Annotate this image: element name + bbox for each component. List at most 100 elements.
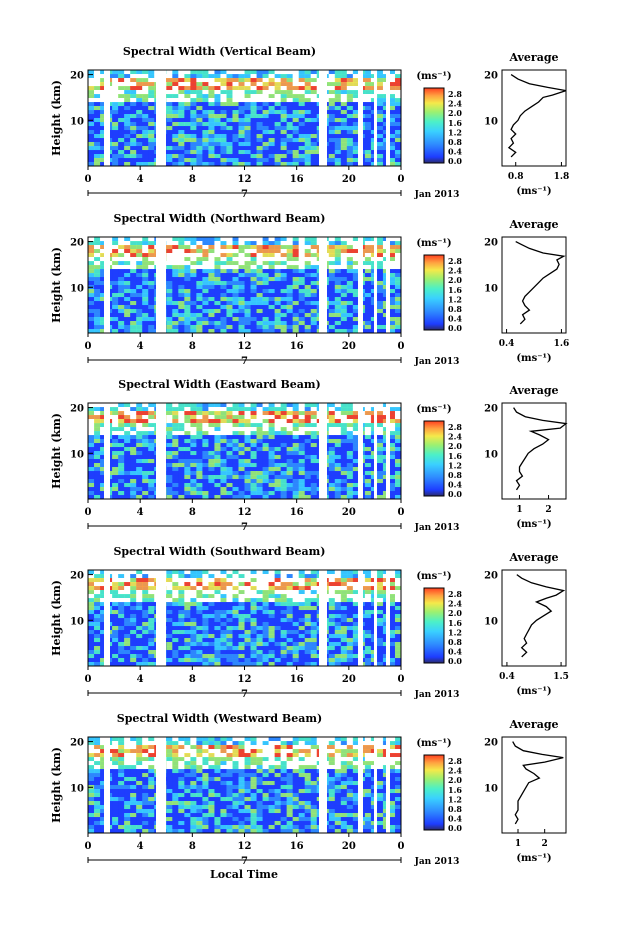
height-tick-label: 10: [70, 116, 84, 127]
average-title: Average: [508, 384, 558, 397]
average-profile-line: [515, 241, 566, 325]
average-x-label: (ms⁻¹): [516, 353, 551, 364]
colorbar-tick-label: 0.0: [448, 489, 462, 499]
time-tick-label: 8: [189, 674, 196, 685]
time-tick-label: 8: [189, 507, 196, 518]
date-label: Jan 2013: [414, 690, 460, 700]
colorbar-tick-label: 1.6: [448, 451, 462, 461]
colorbar-tick-label: 2.4: [448, 432, 462, 442]
time-tick-label: 0: [85, 674, 92, 685]
average-profile-line: [512, 741, 564, 825]
average-height-tick: 10: [484, 783, 498, 794]
height-axis-label: Height (km): [50, 80, 63, 156]
time-tick-label: 12: [238, 674, 252, 685]
date-label: Jan 2013: [414, 857, 460, 867]
average-x-tick: 0.8: [508, 172, 524, 182]
colorbar-tick-label: 1.6: [448, 618, 462, 628]
day-marker: 7: [241, 522, 248, 533]
colorbar-tick-label: 0.0: [448, 656, 462, 666]
average-height-tick: 20: [484, 404, 498, 415]
colorbar-tick-label: 1.6: [448, 785, 462, 795]
average-x-label: (ms⁻¹): [516, 186, 551, 197]
time-tick-label: 20: [342, 341, 356, 352]
height-tick-label: 20: [70, 238, 84, 249]
colorbar-tick-label: 2.0: [448, 775, 462, 785]
heatmap: [88, 70, 402, 167]
height-axis-label: Height (km): [50, 247, 63, 323]
colorbar-tick-label: 0.8: [448, 470, 462, 480]
heatmap: [88, 570, 402, 667]
average-x-tick: 0.4: [499, 339, 515, 349]
height-tick-label: 10: [70, 616, 84, 627]
colorbar-tick-label: 0.8: [448, 304, 462, 314]
colorbar-tick-label: 2.8: [448, 589, 462, 599]
average-x-tick: 1: [515, 839, 521, 849]
panel-5: Spectral Width (Westward Beam)2010Height…: [50, 712, 567, 867]
height-tick-label: 10: [70, 449, 84, 460]
colorbar-tick-label: 0.8: [448, 804, 462, 814]
day-marker: 7: [241, 856, 248, 867]
time-tick-label: 0: [398, 341, 405, 352]
panel-4: Spectral Width (Southward Beam) 20 10 Heigh…: [50, 545, 569, 700]
colorbar-tick-label: 0.4: [448, 814, 462, 824]
colorbar-tick-label: 0.4: [448, 147, 462, 157]
date-label: Jan 2013: [414, 523, 460, 533]
average-x-tick: 1.8: [554, 172, 570, 182]
time-tick-label: 20: [342, 674, 356, 685]
time-tick-label: 20: [342, 507, 356, 518]
average-profile-line: [513, 407, 568, 491]
colorbar: [423, 420, 445, 497]
time-tick-label: 0: [85, 341, 92, 352]
average-height-tick: 20: [484, 571, 498, 582]
colorbar-tick-label: 0.8: [448, 137, 462, 147]
panel-title: Spectral Width (Northward Beam): [114, 212, 326, 225]
time-tick-label: 4: [137, 841, 144, 852]
colorbar-tick-label: 1.6: [448, 285, 462, 295]
colorbar-tick-label: 0.8: [448, 637, 462, 647]
average-height-tick: 10: [484, 616, 498, 627]
colorbar-unit: (ms⁻¹): [416, 738, 451, 749]
colorbar-tick-label: 0.0: [448, 156, 462, 166]
colorbar-tick-label: 0.0: [448, 823, 462, 833]
average-height-tick: 10: [484, 116, 498, 127]
time-tick-label: 8: [189, 841, 196, 852]
heatmap: [88, 737, 402, 834]
time-tick-label: 0: [398, 841, 405, 852]
colorbar-tick-label: 1.2: [448, 460, 462, 470]
colorbar: [423, 587, 445, 664]
time-tick-label: 16: [290, 341, 304, 352]
colorbar-unit: (ms⁻¹): [416, 404, 451, 415]
time-tick-label: 16: [290, 841, 304, 852]
time-tick-label: 0: [85, 174, 92, 185]
heatmap: [88, 237, 402, 334]
panel-3: Spectral Width (Eastward Beam)2010Height…: [50, 378, 568, 533]
average-height-tick: 20: [484, 238, 498, 249]
average-x-tick: 2: [542, 839, 548, 849]
colorbar-tick-label: 1.2: [448, 627, 462, 637]
time-tick-label: 4: [137, 174, 144, 185]
colorbar-tick-label: 2.4: [448, 266, 462, 276]
day-marker: 7: [241, 189, 248, 200]
time-tick-label: 8: [189, 174, 196, 185]
height-tick-label: 10: [70, 783, 84, 794]
time-tick-label: 4: [137, 507, 144, 518]
height-axis-label: Height (km): [50, 747, 63, 823]
time-tick-label: 4: [137, 341, 144, 352]
time-tick-label: 8: [189, 341, 196, 352]
average-profile-line: [516, 574, 566, 658]
colorbar-tick-label: 1.6: [448, 118, 462, 128]
colorbar-unit: (ms⁻¹): [416, 571, 451, 582]
average-height-tick: 20: [484, 71, 498, 82]
average-title: Average: [508, 218, 558, 231]
time-tick-label: 12: [238, 507, 252, 518]
colorbar-tick-label: 2.0: [448, 441, 462, 451]
height-tick-label: 10: [70, 283, 84, 294]
date-label: Jan 2013: [414, 357, 460, 367]
average-x-tick: 1.5: [553, 672, 569, 682]
height-tick-label: 20: [70, 571, 84, 582]
height-tick-label: 20: [70, 71, 84, 82]
panel-2: Spectral Width (Northward Beam) 20 10 Heigh…: [50, 212, 569, 367]
colorbar-tick-label: 2.4: [448, 599, 462, 609]
time-tick-label: 0: [85, 507, 92, 518]
time-tick-label: 12: [238, 341, 252, 352]
